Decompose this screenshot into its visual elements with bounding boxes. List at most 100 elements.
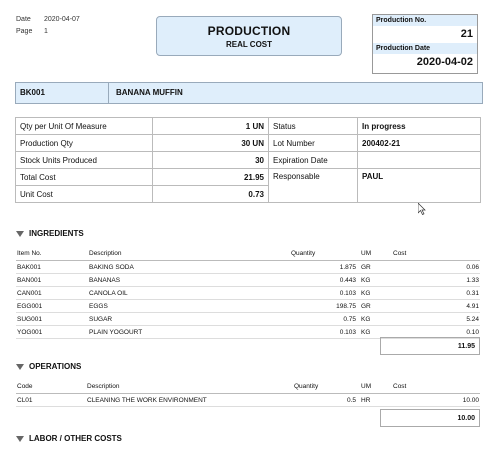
lot-value: 200402-21 xyxy=(357,134,481,152)
report-title-box: PRODUCTION REAL COST xyxy=(156,16,342,56)
page-label: Page xyxy=(16,28,33,35)
table-row[interactable]: BAN001 BANANAS 0.443 KG 1.33 xyxy=(16,273,480,287)
collapse-triangle-icon xyxy=(16,435,24,442)
info-row: Stock Units Produced 30 Expiration Date xyxy=(15,151,481,169)
operations-title: OPERATIONS xyxy=(29,362,82,371)
operations-table: Code Description Quantity UM Cost CL01 CL… xyxy=(16,379,480,407)
cell-qty: 0.103 xyxy=(290,325,357,339)
date-value: 2020-04-07 xyxy=(44,16,80,23)
col-quantity: Quantity xyxy=(293,379,357,394)
product-description: BANANA MUFFIN xyxy=(116,88,183,97)
cell-cost: 4.91 xyxy=(392,299,480,313)
cell-qty: 0.103 xyxy=(290,286,357,300)
cell-item: BAN001 xyxy=(16,273,88,287)
cell-item: SUG001 xyxy=(16,312,88,326)
lot-label: Lot Number xyxy=(268,134,358,152)
cell-item: YOG001 xyxy=(16,325,88,339)
table-row[interactable]: YOG001 PLAIN YOGOURT 0.103 KG 0.10 xyxy=(16,325,480,339)
cell-item: BAK001 xyxy=(16,260,88,274)
cell-um: HR xyxy=(357,393,392,407)
cell-item: CAN001 xyxy=(16,286,88,300)
cell-um: KG xyxy=(357,325,392,339)
cell-um: KG xyxy=(357,273,392,287)
unit-cost-label: Unit Cost xyxy=(15,185,153,203)
exp-value[interactable] xyxy=(357,151,481,169)
report-subtitle: REAL COST xyxy=(225,40,273,49)
col-um: UM xyxy=(357,379,392,394)
product-bar-divider xyxy=(108,83,109,103)
product-bar: BK001 BANANA MUFFIN xyxy=(15,82,483,104)
cell-desc: CANOLA OIL xyxy=(88,286,290,300)
operations-section-toggle[interactable]: OPERATIONS xyxy=(16,362,81,371)
col-cost: Cost xyxy=(392,379,480,394)
status-label: Status xyxy=(268,117,358,135)
cell-um: GR xyxy=(357,299,392,313)
cell-qty: 1.875 xyxy=(290,260,357,274)
cell-um: KG xyxy=(357,286,392,300)
info-row: Production Qty 30 UN Lot Number 200402-2… xyxy=(15,134,481,152)
production-info-table: Qty per Unit Of Measure 1 UN Status In p… xyxy=(15,117,481,203)
cell-desc: SUGAR xyxy=(88,312,290,326)
ingredients-section-toggle[interactable]: INGREDIENTS xyxy=(16,229,84,238)
info-row: Unit Cost 0.73 xyxy=(15,185,481,203)
qty-uom-value: 1 UN xyxy=(152,117,269,135)
resp-label: Responsable xyxy=(268,168,358,203)
col-code: Code xyxy=(16,379,86,394)
labor-section-toggle[interactable]: LABOR / OTHER COSTS xyxy=(16,434,122,443)
ingredients-total: 11.95 xyxy=(380,337,480,355)
table-row[interactable]: CL01 CLEANING THE WORK ENVIRONMENT 0.5 HR 10… xyxy=(16,393,480,407)
cell-qty: 198.75 xyxy=(290,299,357,313)
col-um: UM xyxy=(357,246,392,261)
date-label: Date xyxy=(16,16,31,23)
status-value: In progress xyxy=(357,117,481,135)
labor-title: LABOR / OTHER COSTS xyxy=(29,434,122,443)
collapse-triangle-icon xyxy=(16,230,24,237)
cell-desc: BANANAS xyxy=(88,273,290,287)
col-cost: Cost xyxy=(392,246,480,261)
production-no-label: Production No. xyxy=(373,15,477,26)
mouse-cursor-icon xyxy=(418,203,426,215)
table-row[interactable]: EGG001 EGGS 198.75 GR 4.91 xyxy=(16,299,480,313)
report-title: PRODUCTION xyxy=(207,24,291,38)
collapse-triangle-icon xyxy=(16,363,24,370)
table-row[interactable]: CAN001 CANOLA OIL 0.103 KG 0.31 xyxy=(16,286,480,300)
production-date-label: Production Date xyxy=(373,43,477,54)
cell-desc: EGGS xyxy=(88,299,290,313)
table-row[interactable]: BAK001 BAKING SODA 1.875 GR 0.06 xyxy=(16,260,480,274)
cell-code: CL01 xyxy=(16,393,86,407)
cell-qty: 0.443 xyxy=(290,273,357,287)
cell-um: GR xyxy=(357,260,392,274)
stock-label: Stock Units Produced xyxy=(15,151,153,169)
operations-header-row: Code Description Quantity UM Cost xyxy=(16,379,480,394)
cell-desc: BAKING SODA xyxy=(88,260,290,274)
info-row: Total Cost 21.95 Responsable PAUL xyxy=(15,168,481,203)
total-cost-label: Total Cost xyxy=(15,168,153,186)
prod-qty-label: Production Qty xyxy=(15,134,153,152)
cell-cost: 10.00 xyxy=(392,393,480,407)
prod-qty-value: 30 UN xyxy=(152,134,269,152)
col-description: Description xyxy=(88,246,290,261)
ingredients-header-row: Item No. Description Quantity UM Cost xyxy=(16,246,480,261)
stock-value: 30 xyxy=(152,151,269,169)
cell-cost: 0.31 xyxy=(392,286,480,300)
total-cost-value: 21.95 xyxy=(152,168,269,186)
col-quantity: Quantity xyxy=(290,246,357,261)
ingredients-table: Item No. Description Quantity UM Cost BA… xyxy=(16,246,480,339)
production-no-value: 21 xyxy=(460,28,473,40)
cell-qty: 0.75 xyxy=(290,312,357,326)
col-description: Description xyxy=(86,379,293,394)
exp-label: Expiration Date xyxy=(268,151,358,169)
cell-desc: PLAIN YOGOURT xyxy=(88,325,290,339)
unit-cost-value: 0.73 xyxy=(152,185,269,203)
qty-uom-label: Qty per Unit Of Measure xyxy=(15,117,153,135)
cell-qty: 0.5 xyxy=(293,393,357,407)
cell-cost: 1.33 xyxy=(392,273,480,287)
cell-cost: 5.24 xyxy=(392,312,480,326)
table-row[interactable]: SUG001 SUGAR 0.75 KG 5.24 xyxy=(16,312,480,326)
cell-desc: CLEANING THE WORK ENVIRONMENT xyxy=(86,393,293,407)
cell-cost: 0.10 xyxy=(392,325,480,339)
production-date-value: 2020-04-02 xyxy=(416,56,473,68)
cell-um: KG xyxy=(357,312,392,326)
ingredients-title: INGREDIENTS xyxy=(29,229,84,238)
operations-total: 10.00 xyxy=(380,409,480,427)
